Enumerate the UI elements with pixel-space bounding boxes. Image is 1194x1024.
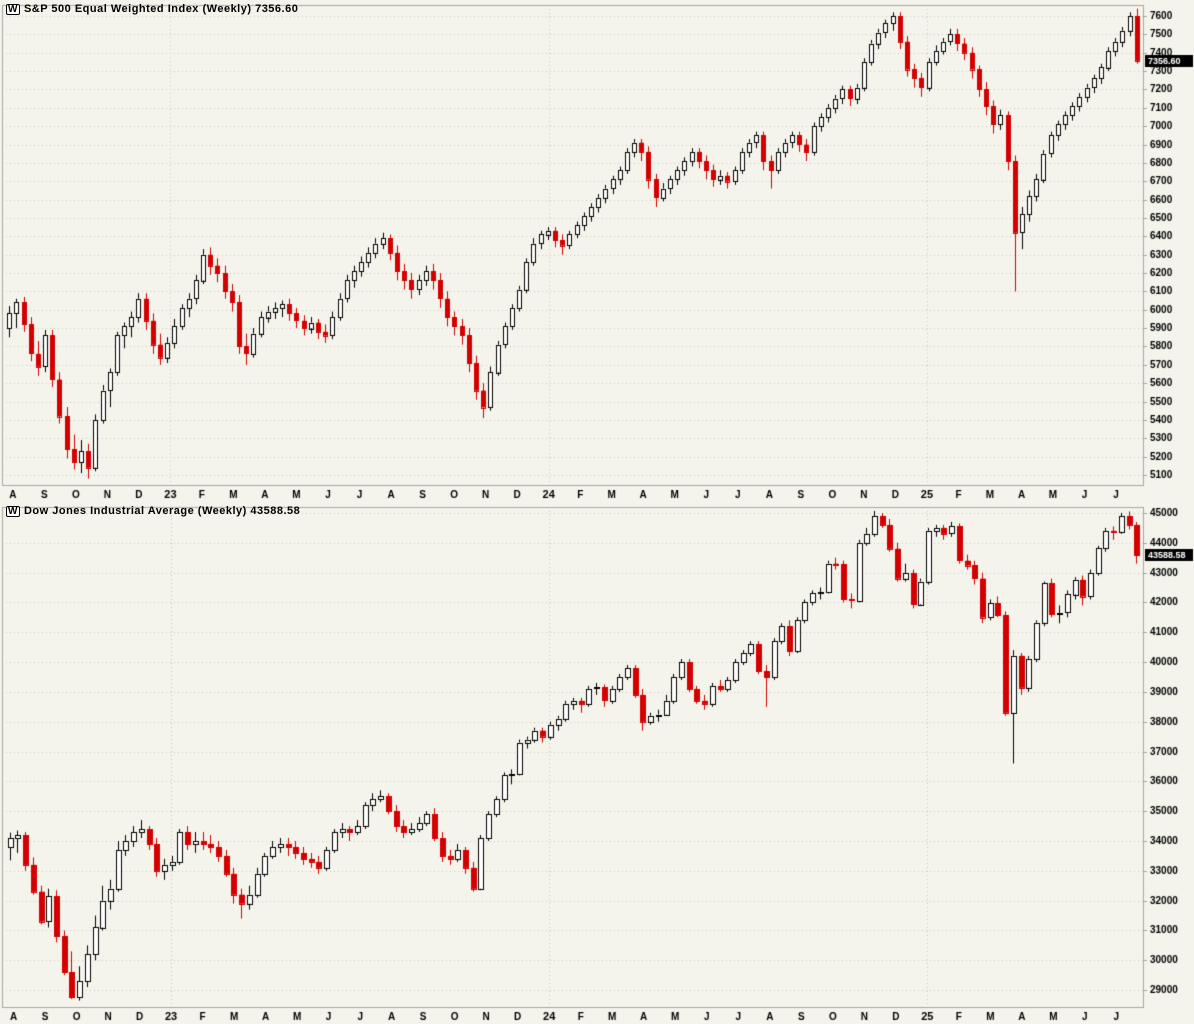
dow-candlestick-canvas	[0, 502, 1194, 1024]
dow-jones-chart-panel: W Dow Jones Industrial Average (Weekly) …	[0, 502, 1194, 1024]
sp500-candlestick-canvas	[0, 0, 1194, 502]
sp500-equal-weight-chart-panel: W S&P 500 Equal Weighted Index (Weekly) …	[0, 0, 1194, 502]
